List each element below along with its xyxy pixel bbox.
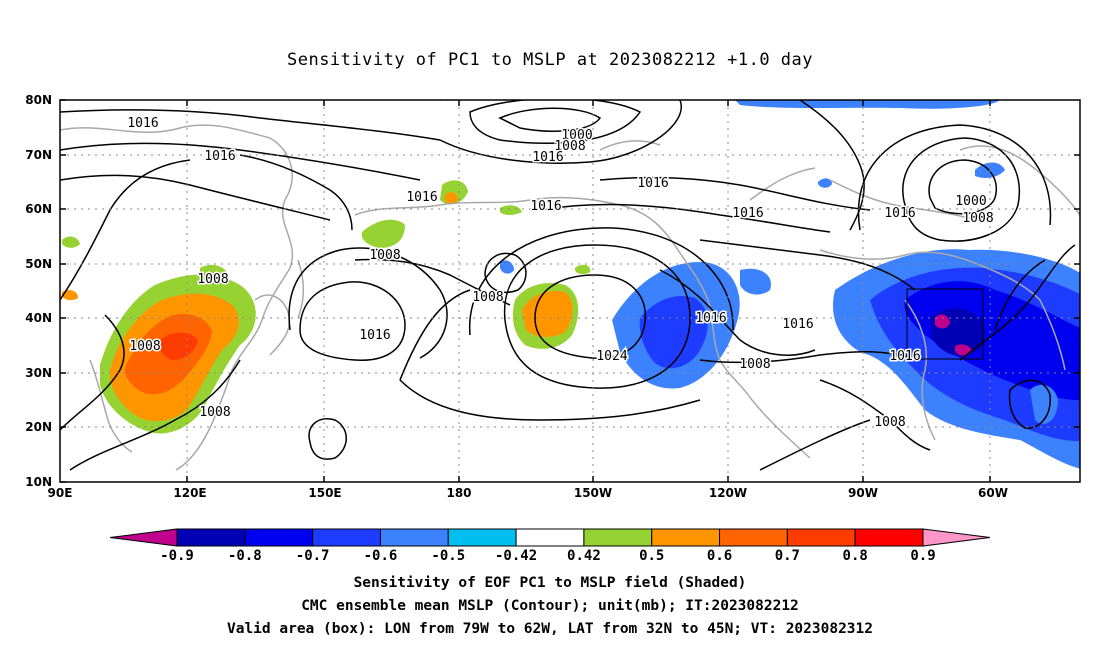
gridlines (60, 100, 1080, 482)
colorbar-swatch (719, 528, 788, 547)
contour-label: 1024 (596, 349, 627, 364)
contour-label: 1016 (637, 176, 668, 191)
contour-label: 1008 (129, 339, 160, 354)
contour-label: 1016 (782, 317, 813, 332)
lon-label: 120W (709, 486, 747, 500)
map-frame (59, 99, 1081, 483)
contour-label: 1008 (199, 405, 230, 420)
colorbar-tick-label: 0.7 (775, 548, 800, 564)
colorbar-end-triangle (109, 528, 178, 547)
colorbar-swatch (515, 528, 585, 547)
contour-label: 1008 (962, 211, 993, 226)
plot-title: Sensitivity of PC1 to MSLP at 2023082212… (286, 50, 813, 70)
caption-contour: CMC ensemble mean MSLP (Contour); unit(m… (301, 598, 799, 614)
colorbar-tick-label: -0.9 (160, 548, 194, 564)
mslp-contours (60, 100, 1076, 471)
contour-label: 1016 (884, 206, 915, 221)
contour-label: 1016 (127, 116, 158, 131)
lon-label: 150W (574, 486, 612, 500)
contour-label: 1008 (197, 272, 228, 287)
colorbar-swatch (312, 528, 381, 547)
contour-label: 1000 (955, 194, 986, 209)
caption-shaded: Sensitivity of EOF PC1 to MSLP field (Sh… (353, 575, 747, 591)
lat-label: 50N (25, 257, 52, 271)
contour-label: 1008 (874, 415, 905, 430)
lat-label: 40N (25, 311, 52, 325)
colorbar-tick-label: 0.6 (707, 548, 732, 564)
lat-label: 80N (25, 93, 52, 107)
axis-ticks (60, 99, 1080, 483)
colorbar-end-triangle (922, 528, 991, 547)
contour-label: 1016 (204, 149, 235, 164)
lat-label: 70N (25, 148, 52, 162)
contour-label: 1016 (695, 311, 726, 326)
contour-label: 1016 (406, 190, 437, 205)
contour-label: 1008 (739, 357, 770, 372)
colorbar-tick-label: -0.42 (495, 548, 537, 564)
lon-label: 90E (48, 486, 73, 500)
lon-label: 180 (446, 486, 471, 500)
colorbar-tick-label: 0.42 (567, 548, 601, 564)
colorbar-tick-label: -0.7 (296, 548, 330, 564)
lat-label: 60N (25, 202, 52, 216)
contour-labels: 1016 1016 1000 1008 1016 1016 1016 1016 … (126, 115, 995, 432)
latitude-axis-labels: 80N 70N 60N 50N 40N 30N 20N 10N (25, 93, 52, 489)
negative-sensitivity-shading (500, 100, 1080, 469)
colorbar-swatch (854, 528, 924, 547)
colorbar-tick-label: -0.5 (431, 548, 465, 564)
colorbar-swatch (244, 528, 314, 547)
contour-label: 1000 (561, 128, 592, 143)
lon-label: 60W (978, 486, 1008, 500)
contour-label: 1008 (369, 248, 400, 263)
lat-label: 30N (25, 366, 52, 380)
colorbar-swatch (176, 528, 246, 547)
positive-sensitivity-shading (62, 180, 591, 434)
lon-label: 120E (173, 486, 206, 500)
valid-area-box (906, 288, 984, 360)
contour-label: 1008 (472, 290, 503, 305)
lon-label: 90W (848, 486, 878, 500)
colorbar-tick-label: 0.5 (639, 548, 664, 564)
contour-label: 1016 (732, 206, 763, 221)
contour-label: 1016 (889, 349, 920, 364)
colorbar-tick-label: -0.8 (228, 548, 262, 564)
coastlines (60, 124, 1080, 471)
colorbar: -0.9 -0.8 -0.7 -0.6 -0.5 -0.42 0.42 0.5 0.6 0.7 0.… (109, 528, 991, 564)
contour-label: 1016 (359, 328, 390, 343)
contour-label: 1016 (530, 199, 561, 214)
contour-label: 1016 (532, 150, 563, 165)
colorbar-swatch (583, 528, 653, 547)
longitude-axis-labels: 90E 120E 150E 180 150W 120W 90W 60W (48, 486, 1008, 500)
colorbar-tick-label: 0.9 (910, 548, 935, 564)
contour-label: 1008 (554, 139, 585, 154)
colorbar-swatch (379, 528, 449, 547)
lon-label: 150E (308, 486, 341, 500)
colorbar-tick-label: 0.8 (843, 548, 868, 564)
colorbar-swatch (447, 528, 517, 547)
colorbar-swatch (786, 528, 856, 547)
caption-valid-area: Valid area (box): LON from 79W to 62W, L… (226, 621, 873, 637)
colorbar-swatch (651, 528, 721, 547)
lat-label: 10N (25, 475, 52, 489)
colorbar-tick-label: -0.6 (364, 548, 398, 564)
lat-label: 20N (25, 420, 52, 434)
